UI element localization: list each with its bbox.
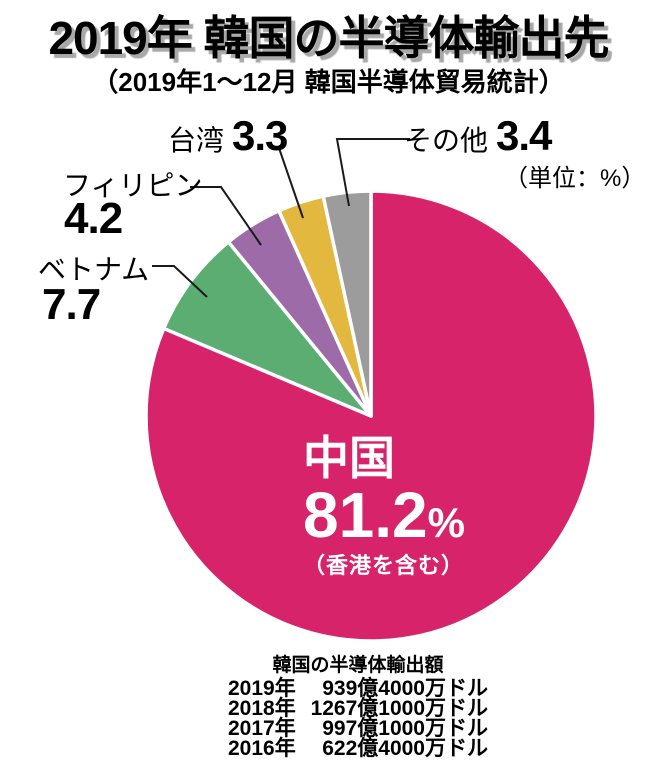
page-title: 2019年 韓国の半導体輸出先 xyxy=(48,12,609,64)
footer-amount: 939億4000万ドル xyxy=(322,677,488,700)
others-value: 3.4 xyxy=(496,112,552,159)
footer-row: 2018年 1267億1000万ドル xyxy=(228,697,488,720)
china-note: （香港を含む） xyxy=(303,553,465,579)
vietnam-value: 7.7 xyxy=(42,280,101,329)
vietnam-name: ベトナム xyxy=(38,254,150,285)
footer-title: 韓国の半導体輸出額 xyxy=(272,655,444,676)
footer-year: 2016年 xyxy=(228,737,296,760)
philippines-name: フィリピン xyxy=(63,170,203,201)
footer-amount: 622億4000万ドル xyxy=(322,737,488,760)
footer-year: 2017年 xyxy=(228,717,296,740)
footer-row: 2017年 997億1000万ドル xyxy=(228,717,488,740)
percent-sign: % xyxy=(427,499,465,547)
taiwan-name: 台湾 xyxy=(168,125,225,156)
footer-stats: 韓国の半導体輸出額 2019年 939億4000万ドル 2018年 1267億1… xyxy=(228,650,488,759)
footer-year: 2019年 xyxy=(228,677,296,700)
taiwan-leader-line xyxy=(278,147,304,219)
philippines-value: 4.2 xyxy=(64,194,123,243)
footer-amount: 997億1000万ドル xyxy=(322,717,488,740)
others-name: その他 xyxy=(404,125,489,156)
others-leader-line xyxy=(335,138,410,207)
china-name: 中国 xyxy=(303,432,395,484)
vietnam-leader-line xyxy=(152,265,208,298)
philippines-leader-line xyxy=(190,186,262,246)
others-label: その他 3.4 xyxy=(404,112,552,160)
footer-row: 2019年 939億4000万ドル xyxy=(228,677,488,700)
china-value: 81.2% xyxy=(303,479,465,552)
footer-year: 2018年 xyxy=(228,697,296,720)
taiwan-label: 台湾 3.3 xyxy=(168,112,288,160)
footer-row: 2016年 622億4000万ドル xyxy=(228,737,488,760)
china-center-label: 中国 81.2% （香港を含む） xyxy=(303,434,465,578)
leader-lines xyxy=(152,138,410,298)
unit-note: （単位：%） xyxy=(504,165,646,192)
taiwan-value: 3.3 xyxy=(232,112,288,159)
footer-amount: 1267億1000万ドル xyxy=(310,697,488,720)
pie-slices xyxy=(144,189,598,643)
page-subtitle: （2019年1～12月 韓国半導体貿易統計） xyxy=(92,67,565,97)
